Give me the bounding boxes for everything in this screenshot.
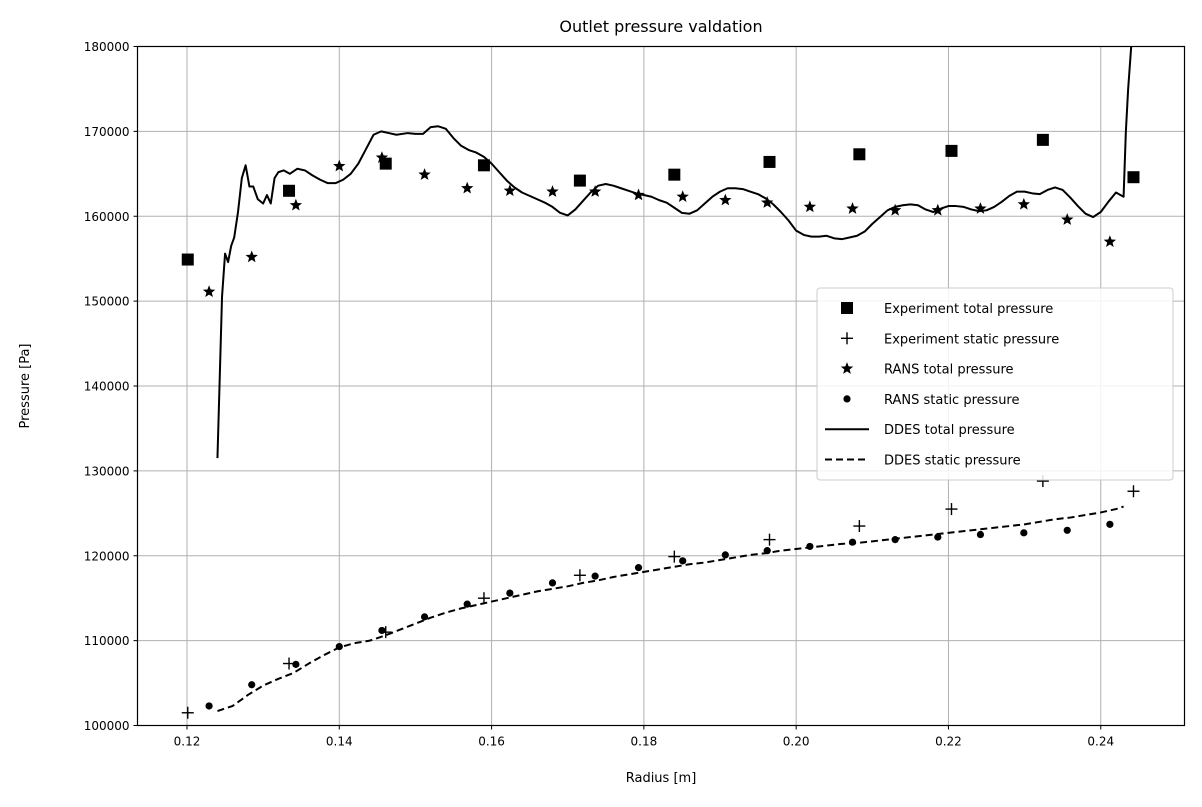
experiment-static-pressure-point bbox=[573, 569, 586, 582]
rans-total-pressure-point bbox=[333, 159, 346, 172]
legend: Experiment total pressure Experiment stat… bbox=[816, 287, 1174, 481]
experiment-total-pressure-point bbox=[763, 155, 776, 168]
rans-total-pressure-point bbox=[761, 196, 774, 208]
legend-label: RANS total pressure bbox=[884, 363, 1014, 378]
plot-layer bbox=[181, 46, 1140, 719]
ddes-static-pressure-line bbox=[217, 505, 1124, 713]
rans-total-pressure-point bbox=[588, 185, 602, 197]
ddes-total-pressure-line bbox=[216, 46, 1133, 459]
rans-total-pressure-point bbox=[546, 185, 559, 197]
legend-label: DDES total pressure bbox=[884, 423, 1015, 438]
experiment-total-pressure-point bbox=[477, 159, 490, 172]
legend-label: DDES static pressure bbox=[884, 454, 1021, 469]
y-axis-label: Pressure [Pa] bbox=[18, 343, 33, 428]
experiment-total-pressure-point bbox=[668, 168, 681, 181]
rans-total-pressure-point bbox=[974, 202, 987, 214]
rans-total-pressure-point bbox=[1103, 235, 1117, 247]
y-tick-label: 110000 bbox=[84, 634, 130, 648]
rans-total-pressure-point bbox=[245, 250, 258, 263]
y-tick-label: 100000 bbox=[84, 719, 130, 733]
x-tick-label: 0.22 bbox=[935, 735, 962, 749]
rans-static-pressure-point bbox=[679, 557, 687, 565]
rans-static-pressure-point bbox=[976, 530, 985, 539]
rans-static-pressure-point bbox=[205, 702, 213, 710]
experiment-total-pressure-point bbox=[181, 253, 194, 266]
rans-total-pressure-point bbox=[888, 203, 902, 216]
y-tick-label: 150000 bbox=[84, 295, 130, 309]
x-axis-label: Radius [m] bbox=[626, 771, 697, 786]
experiment-total-pressure-point bbox=[945, 144, 958, 157]
experiment-static-pressure-point bbox=[763, 533, 776, 546]
experiment-static-pressure-point bbox=[945, 503, 958, 516]
legend-label: Experiment static pressure bbox=[884, 332, 1059, 347]
rans-static-pressure-point bbox=[463, 600, 471, 608]
experiment-static-pressure-point bbox=[668, 550, 681, 563]
legend-box bbox=[816, 287, 1174, 481]
rans-static-pressure-point bbox=[721, 551, 729, 559]
x-tick-label: 0.24 bbox=[1087, 735, 1114, 749]
experiment-total-pressure-point bbox=[573, 174, 586, 187]
rans-static-pressure-point bbox=[1063, 526, 1071, 534]
rans-total-pressure-point bbox=[289, 198, 303, 211]
x-tick-label: 0.20 bbox=[783, 735, 810, 749]
experiment-static-pressure-point bbox=[853, 520, 866, 533]
rans-static-pressure-series bbox=[205, 520, 1114, 710]
experiment-total-pressure-series bbox=[181, 133, 1140, 266]
rans-static-pressure-point bbox=[248, 681, 256, 689]
tick-layer: 0.12 0.14 0.16 0.18 0.20 0.22 0.24 100000 110000… bbox=[84, 40, 1114, 749]
y-tick-label: 140000 bbox=[84, 380, 130, 394]
rans-static-pressure-point bbox=[634, 564, 643, 572]
ddes-static-pressure-series bbox=[217, 505, 1124, 713]
experiment-total-pressure-point bbox=[1127, 171, 1140, 184]
legend-marker bbox=[840, 362, 854, 374]
x-tick-label: 0.12 bbox=[174, 735, 201, 749]
x-tick-label: 0.14 bbox=[326, 735, 353, 749]
experiment-static-pressure-point bbox=[477, 592, 490, 605]
y-tick-label: 170000 bbox=[84, 125, 130, 139]
experiment-static-pressure-point bbox=[1127, 485, 1140, 498]
legend-label: Experiment total pressure bbox=[884, 302, 1053, 317]
rans-total-pressure-point bbox=[375, 151, 389, 163]
experiment-total-pressure-point bbox=[853, 148, 866, 161]
rans-total-pressure-series bbox=[202, 151, 1117, 298]
rans-total-pressure-point bbox=[676, 190, 689, 202]
experiment-total-pressure-point bbox=[1036, 133, 1049, 146]
experiment-total-pressure-point bbox=[283, 184, 296, 197]
rans-total-pressure-point bbox=[803, 200, 817, 213]
rans-static-pressure-point bbox=[1020, 529, 1028, 537]
y-tick-label: 120000 bbox=[84, 549, 130, 563]
experiment-static-pressure-series bbox=[181, 475, 1140, 719]
y-tick-label: 130000 bbox=[84, 464, 130, 478]
x-tick-label: 0.16 bbox=[478, 735, 505, 749]
rans-static-pressure-point bbox=[420, 613, 429, 621]
rans-static-pressure-point bbox=[591, 572, 599, 580]
legend-marker bbox=[841, 302, 853, 314]
rans-total-pressure-point bbox=[418, 168, 431, 180]
legend-label: RANS static pressure bbox=[884, 393, 1019, 408]
x-tick-label: 0.18 bbox=[631, 735, 658, 749]
rans-total-pressure-point bbox=[846, 202, 859, 214]
legend-marker bbox=[841, 332, 853, 345]
rans-static-pressure-point bbox=[934, 533, 942, 541]
rans-total-pressure-point bbox=[1017, 197, 1031, 210]
rans-total-pressure-point bbox=[503, 184, 517, 197]
rans-static-pressure-point bbox=[292, 660, 300, 668]
rans-static-pressure-point bbox=[806, 542, 814, 551]
y-tick-label: 180000 bbox=[84, 40, 130, 54]
legend-marker bbox=[843, 395, 851, 403]
rans-static-pressure-point bbox=[548, 579, 557, 587]
rans-static-pressure-point bbox=[1106, 520, 1114, 528]
experiment-static-pressure-point bbox=[181, 706, 194, 719]
rans-total-pressure-point bbox=[202, 285, 216, 298]
y-tick-label: 160000 bbox=[84, 210, 130, 224]
chart-title: Outlet pressure valdation bbox=[559, 17, 762, 36]
ddes-total-pressure-series bbox=[216, 46, 1133, 459]
rans-total-pressure-point bbox=[719, 193, 732, 206]
rans-static-pressure-point bbox=[506, 589, 514, 597]
rans-static-pressure-point bbox=[378, 626, 386, 635]
rans-total-pressure-point bbox=[461, 181, 474, 194]
rans-total-pressure-point bbox=[1061, 213, 1074, 225]
